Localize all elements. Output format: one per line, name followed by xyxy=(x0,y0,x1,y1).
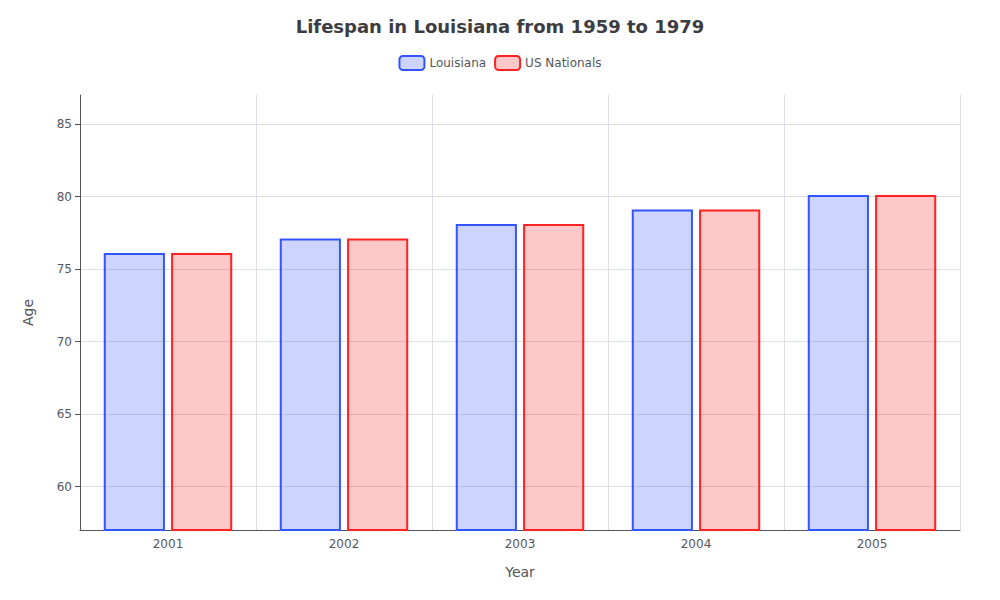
svg-text:2005: 2005 xyxy=(857,537,888,551)
svg-text:Lifespan in Louisiana from 195: Lifespan in Louisiana from 1959 to 1979 xyxy=(296,16,705,37)
svg-text:2002: 2002 xyxy=(329,537,360,551)
svg-text:65: 65 xyxy=(57,407,72,421)
svg-text:80: 80 xyxy=(57,190,72,204)
svg-text:85: 85 xyxy=(57,117,72,131)
svg-text:Age: Age xyxy=(20,299,36,326)
svg-text:US Nationals: US Nationals xyxy=(525,56,601,70)
svg-text:75: 75 xyxy=(57,262,72,276)
svg-text:Louisiana: Louisiana xyxy=(429,56,486,70)
svg-text:70: 70 xyxy=(57,335,72,349)
svg-text:Year: Year xyxy=(504,564,535,580)
svg-text:2004: 2004 xyxy=(681,537,712,551)
svg-text:2001: 2001 xyxy=(153,537,184,551)
svg-text:2003: 2003 xyxy=(505,537,536,551)
svg-text:60: 60 xyxy=(57,480,72,494)
